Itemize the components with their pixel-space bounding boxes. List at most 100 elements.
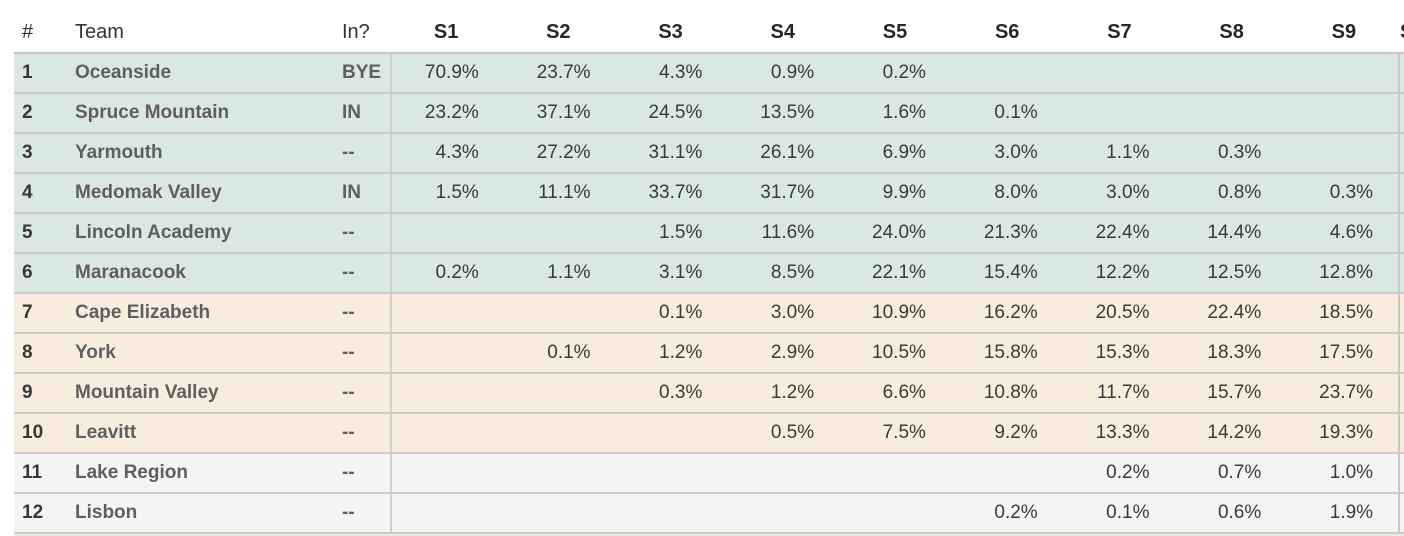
seed-cells: 4.3% 27.2% 31.1% 26.1% 6.9% 3.0% 1.1% 0.3% <box>390 134 1400 172</box>
seed-cell: 4.6% <box>1329 222 1374 243</box>
seed-cell: 0.6% <box>1217 502 1262 523</box>
team-cell: Spruce Mountain <box>75 102 230 123</box>
in-cell: BYE <box>342 62 382 83</box>
team-cell: Lake Region <box>75 462 188 483</box>
seed-cell: 0.3% <box>659 382 703 403</box>
seed-cell: 1.5% <box>659 222 703 243</box>
table-row[interactable]: 9 Mountain Valley -- 0.3% 1.2% 6.6% 10.8% 11… <box>14 374 1404 414</box>
seed-cell: 16.2% <box>983 302 1038 323</box>
table-row[interactable]: 10 Leavitt -- 0.5% 7.5% 9.2% 13.3% 14.2% 19.3… <box>14 414 1404 454</box>
rank-cell: 5 <box>22 222 33 243</box>
seed-cell: 0.1% <box>547 342 591 363</box>
seed-cell: 14.2% <box>1207 422 1262 443</box>
seed-cell: 23.2% <box>424 102 479 123</box>
seed-cells: 0.2% 0.7% 1.0% <box>390 454 1400 492</box>
header-s8: S8 <box>1219 21 1244 43</box>
seed-cell: 0.3% <box>1217 142 1262 163</box>
team-cell: Oceanside <box>75 62 172 83</box>
table-row[interactable]: 1 Oceanside BYE 70.9% 23.7% 4.3% 0.9% 0.2% <box>14 54 1404 94</box>
table-row[interactable]: 5 Lincoln Academy -- 1.5% 11.6% 24.0% 21.3%… <box>14 214 1404 254</box>
seed-cell: 4.3% <box>435 142 479 163</box>
rank-cell: 1 <box>22 62 33 83</box>
in-cell: -- <box>342 342 355 363</box>
header-team: Team <box>75 21 124 43</box>
seed-cell: 3.0% <box>994 142 1038 163</box>
team-cell: Leavitt <box>75 422 137 443</box>
seed-cell: 0.1% <box>994 102 1038 123</box>
seed-cell: 12.2% <box>1095 262 1150 283</box>
seed-cell: 1.5% <box>435 182 479 203</box>
seed-cell: 0.2% <box>882 62 926 83</box>
rank-cell: 12 <box>22 502 44 523</box>
seed-cell: 10.9% <box>872 302 926 323</box>
seed-cell: 26.1% <box>760 142 815 163</box>
in-cell: -- <box>342 302 355 323</box>
header-seed-columns: S1 S2 S3 S4 S5 S6 S7 S8 S9 <box>390 21 1400 52</box>
seed-cell: 27.2% <box>536 142 591 163</box>
seed-cell: 22.4% <box>1207 302 1262 323</box>
seed-cell: 14.4% <box>1207 222 1262 243</box>
table-row[interactable]: 4 Medomak Valley IN 1.5% 11.1% 33.7% 31.7% 9… <box>14 174 1404 214</box>
in-cell: -- <box>342 262 355 283</box>
seed-cell: 1.2% <box>770 382 815 403</box>
rank-cell: 4 <box>22 182 33 203</box>
seed-cell: 1.9% <box>1329 502 1374 523</box>
rank-cell: 8 <box>22 342 33 363</box>
seed-cell: 11.1% <box>538 182 591 203</box>
seed-cell: 0.1% <box>659 302 703 323</box>
seed-cell: 0.5% <box>770 422 815 443</box>
in-cell: -- <box>342 142 355 163</box>
seed-cell: 4.3% <box>659 62 703 83</box>
table-row[interactable]: 7 Cape Elizabeth -- 0.1% 3.0% 10.9% 16.2% 20… <box>14 294 1404 334</box>
table-body: 1 Oceanside BYE 70.9% 23.7% 4.3% 0.9% 0.2% 2… <box>14 54 1404 534</box>
header-s2: S2 <box>546 21 571 43</box>
in-cell: -- <box>342 222 355 243</box>
table: # Team In? S1 S2 S3 S4 S5 S6 S7 S8 S9 S … <box>14 0 1404 534</box>
seed-cell: 13.3% <box>1095 422 1150 443</box>
seed-cell: 22.4% <box>1095 222 1150 243</box>
seed-cell: 6.9% <box>882 142 926 163</box>
seed-cell: 9.2% <box>994 422 1038 443</box>
seed-cells: 0.2% 0.1% 0.6% 1.9% <box>390 494 1400 532</box>
header-in: In? <box>342 21 370 43</box>
rank-cell: 6 <box>22 262 33 283</box>
table-row[interactable]: 8 York -- 0.1% 1.2% 2.9% 10.5% 15.8% 15.3% 18.… <box>14 334 1404 374</box>
table-row[interactable]: 6 Maranacook -- 0.2% 1.1% 3.1% 8.5% 22.1% 15.… <box>14 254 1404 294</box>
seed-cell: 0.2% <box>435 262 479 283</box>
seed-cell: 10.5% <box>872 342 926 363</box>
header-s6: S6 <box>994 21 1020 43</box>
header-row: # Team In? S1 S2 S3 S4 S5 S6 S7 S8 S9 S <box>14 0 1404 54</box>
team-cell: Lisbon <box>75 502 138 523</box>
seed-cell: 3.0% <box>1106 182 1150 203</box>
seed-cell: 33.7% <box>648 182 703 203</box>
seed-cell: 10.8% <box>983 382 1038 403</box>
seed-cell: 21.3% <box>983 222 1038 243</box>
seed-cell: 0.3% <box>1329 182 1374 203</box>
seed-cell: 0.9% <box>770 62 815 83</box>
rank-cell: 9 <box>22 382 33 403</box>
clipped-next-row <box>14 534 1404 536</box>
table-row[interactable]: 2 Spruce Mountain IN 23.2% 37.1% 24.5% 13.5… <box>14 94 1404 134</box>
seed-cells: 70.9% 23.7% 4.3% 0.9% 0.2% <box>390 54 1400 92</box>
table-row[interactable]: 12 Lisbon -- 0.2% 0.1% 0.6% 1.9% <box>14 494 1404 534</box>
table-row[interactable]: 3 Yarmouth -- 4.3% 27.2% 31.1% 26.1% 6.9% 3.0… <box>14 134 1404 174</box>
team-cell: Mountain Valley <box>75 382 219 403</box>
seed-cell: 18.5% <box>1319 302 1374 323</box>
seed-cells: 1.5% 11.1% 33.7% 31.7% 9.9% 8.0% 3.0% 0.8% 0.3% <box>390 174 1400 212</box>
seed-cell: 13.5% <box>760 102 815 123</box>
seed-cell: 23.7% <box>536 62 591 83</box>
seed-cell: 6.6% <box>882 382 926 403</box>
header-s7: S7 <box>1107 21 1132 43</box>
seed-cell: 1.2% <box>659 342 703 363</box>
rank-cell: 2 <box>22 102 33 123</box>
seed-cell: 15.8% <box>983 342 1038 363</box>
header-s9: S9 <box>1331 21 1357 43</box>
seed-cell: 70.9% <box>424 62 479 83</box>
seed-cell: 3.0% <box>770 302 815 323</box>
seed-cell: 1.1% <box>1106 142 1150 163</box>
header-s4: S4 <box>770 21 795 43</box>
in-cell: -- <box>342 382 355 403</box>
in-cell: -- <box>342 462 355 483</box>
table-row[interactable]: 11 Lake Region -- 0.2% 0.7% 1.0% <box>14 454 1404 494</box>
